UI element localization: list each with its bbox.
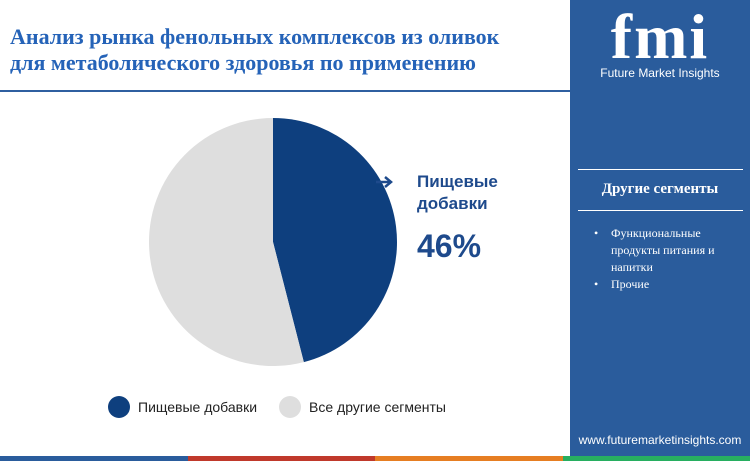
strip-segment bbox=[562, 456, 750, 461]
strip-segment bbox=[375, 456, 563, 461]
segment-item: Функциональные продукты питания и напитк… bbox=[594, 225, 744, 276]
pie-chart bbox=[148, 118, 397, 366]
panel-divider-top bbox=[578, 169, 743, 170]
callout-label: Пищевые добавки bbox=[417, 172, 498, 213]
website-link[interactable]: www.futuremarketinsights.com bbox=[578, 433, 742, 447]
legend-swatch bbox=[108, 396, 130, 418]
fmi-logo: fmi bbox=[611, 8, 709, 66]
title-divider bbox=[0, 90, 570, 92]
panel-divider-bottom bbox=[578, 210, 743, 211]
strip-segment bbox=[187, 456, 375, 461]
legend-label: Пищевые добавки bbox=[138, 399, 258, 415]
pie-slice-0 bbox=[273, 118, 397, 363]
page-title: Анализ рынка фенольных комплексов из оли… bbox=[10, 24, 555, 76]
brand-name: Future Market Insights bbox=[600, 66, 720, 80]
strip-segment bbox=[0, 456, 188, 461]
title-line-1: Анализ рынка фенольных комплексов из оли… bbox=[10, 24, 500, 49]
other-segments-heading: Другие сегменты bbox=[601, 181, 719, 197]
legend-item: Пищевые добавки bbox=[108, 396, 257, 418]
legend-swatch bbox=[279, 396, 302, 418]
bottom-color-strip bbox=[0, 456, 750, 461]
legend-label: Все другие сегменты bbox=[309, 399, 446, 415]
callout-value: 46% bbox=[417, 228, 482, 264]
legend-item: Все другие сегменты bbox=[279, 396, 446, 418]
other-segments-list: Функциональные продукты питания и напитк… bbox=[594, 225, 744, 293]
pie-slice-1 bbox=[148, 118, 304, 366]
title-line-2: для метаболического здоровья по применен… bbox=[10, 50, 476, 75]
arrow-right-icon bbox=[376, 176, 393, 188]
chart-legend: Пищевые добавки Все другие сегменты bbox=[108, 396, 468, 418]
logo-text: fmi bbox=[611, 8, 709, 66]
segment-item: Прочие bbox=[594, 276, 744, 293]
